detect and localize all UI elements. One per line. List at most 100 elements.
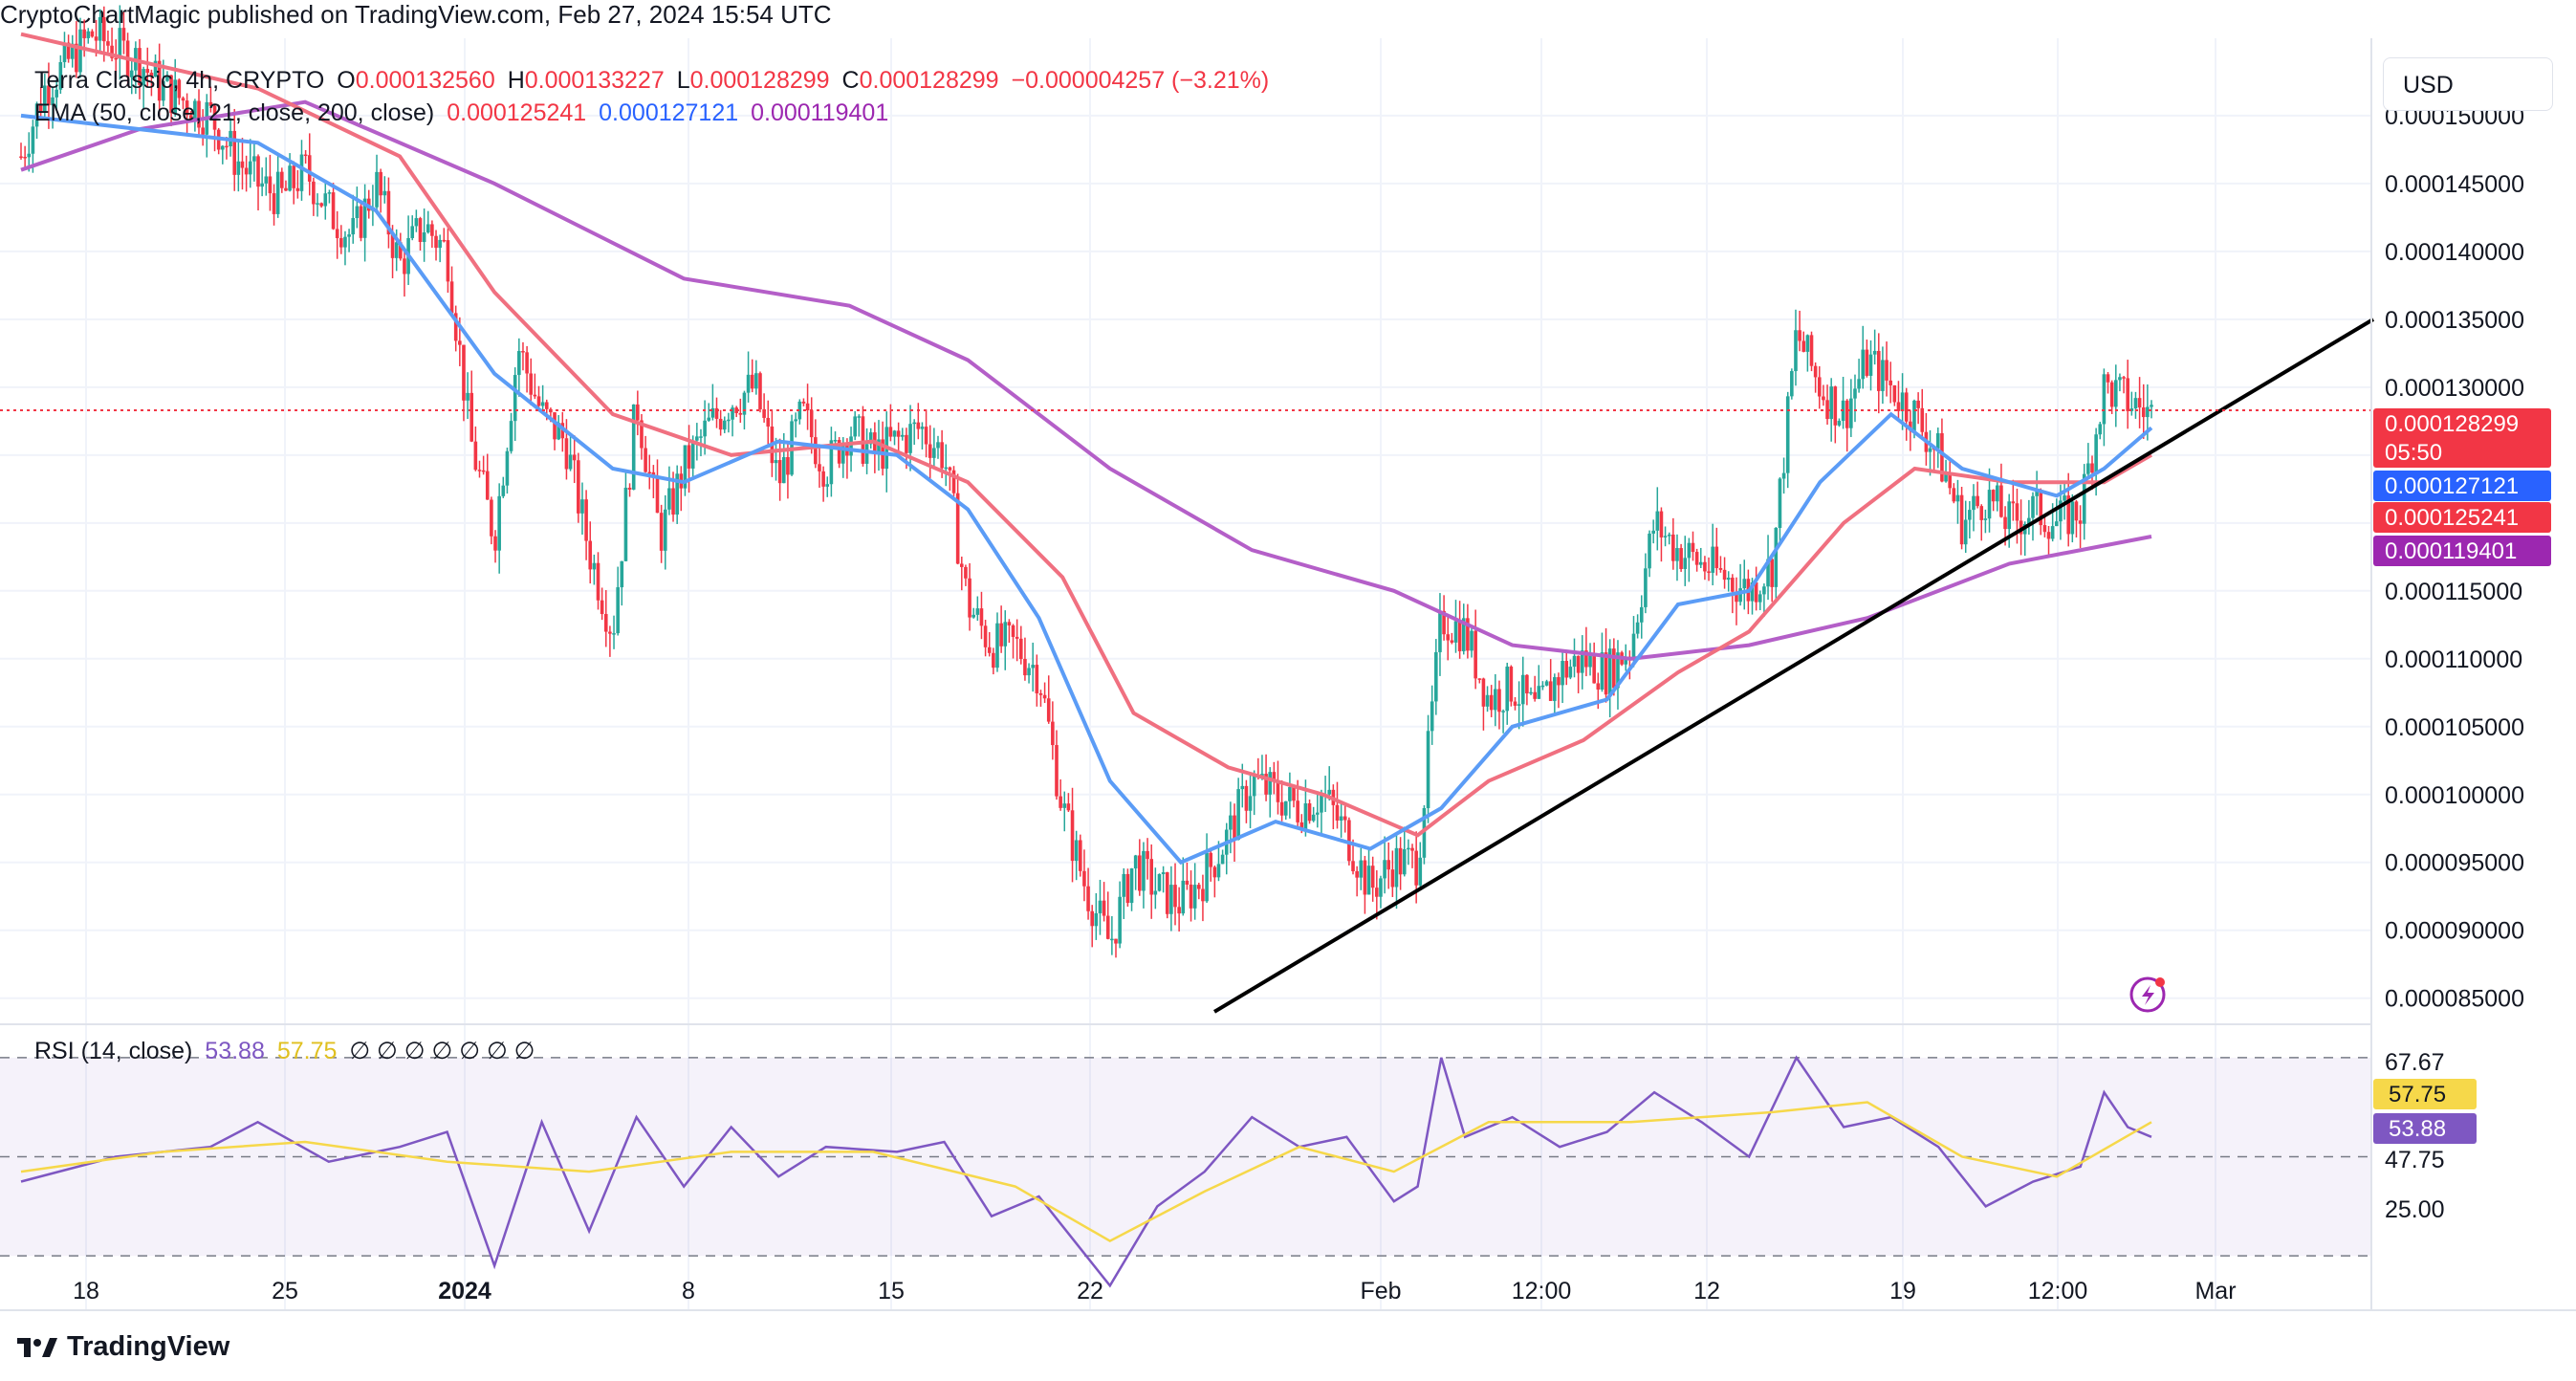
candle-body bbox=[2019, 520, 2023, 535]
candle-body bbox=[553, 412, 557, 440]
candle-body bbox=[1129, 868, 1134, 904]
candle-body bbox=[2090, 463, 2094, 473]
rsi-axis[interactable]: 67.67 47.75 25.00 bbox=[2385, 1049, 2445, 1223]
candle-body bbox=[1517, 704, 1521, 706]
candle-body bbox=[106, 41, 110, 46]
candle-body bbox=[1240, 785, 1245, 790]
candle-body bbox=[1118, 896, 1122, 944]
price-tick-label: 0.000110000 bbox=[2385, 647, 2522, 673]
candle-body bbox=[2150, 405, 2153, 407]
candle-body bbox=[1600, 652, 1605, 690]
candle-body bbox=[2050, 526, 2055, 539]
candle-body bbox=[466, 392, 469, 401]
candle-body bbox=[517, 351, 521, 376]
ema50-value: 0.000125241 bbox=[447, 99, 587, 126]
candle-body bbox=[485, 471, 490, 500]
candle-body bbox=[129, 70, 134, 77]
candle-body bbox=[1916, 400, 1920, 408]
candle-body bbox=[853, 416, 857, 437]
candle-body bbox=[979, 608, 984, 626]
candle-body bbox=[1995, 485, 1999, 502]
candle-body bbox=[908, 424, 912, 453]
lightning-icon[interactable] bbox=[2129, 976, 2166, 1013]
price-tick-label: 0.000135000 bbox=[2385, 307, 2524, 334]
candle-body bbox=[1185, 880, 1190, 885]
candle-body bbox=[964, 566, 968, 579]
candle-body bbox=[1805, 335, 1810, 352]
candle-body bbox=[1635, 622, 1640, 634]
candle-body bbox=[1900, 392, 1905, 411]
price-tick-label: 0.000090000 bbox=[2385, 918, 2524, 945]
candle-body bbox=[403, 258, 406, 274]
rsi-ma-value: 57.75 bbox=[276, 1038, 338, 1064]
time-axis[interactable]: 18 25 2024 8 15 22 Feb 12:00 12 19 12:00 Mar bbox=[73, 1278, 2236, 1304]
candle-body bbox=[1264, 774, 1268, 795]
candle-body bbox=[1189, 884, 1193, 909]
candle-body bbox=[1742, 579, 1747, 589]
candle-body bbox=[110, 45, 114, 58]
candle-body bbox=[121, 28, 126, 41]
candle-body bbox=[829, 440, 834, 485]
candle-body bbox=[1667, 534, 1671, 537]
candle-body bbox=[746, 374, 751, 393]
rsi-value: 53.88 bbox=[205, 1038, 265, 1064]
candle-body bbox=[623, 487, 628, 561]
candle-body bbox=[434, 235, 438, 249]
candle-body bbox=[1138, 855, 1142, 891]
candle-body bbox=[1829, 386, 1833, 420]
candle-body bbox=[1173, 885, 1177, 908]
candle-body bbox=[1564, 661, 1569, 678]
candle-body bbox=[1011, 625, 1015, 637]
candle-body bbox=[1631, 633, 1636, 658]
candle-body bbox=[288, 165, 292, 191]
candle-body bbox=[1268, 772, 1273, 795]
candle-body bbox=[1276, 780, 1280, 802]
candle-body bbox=[1149, 859, 1154, 895]
candle-body bbox=[312, 181, 316, 205]
candle-body bbox=[442, 239, 447, 242]
candle-body bbox=[1094, 912, 1099, 927]
candle-body bbox=[1347, 820, 1351, 862]
candle-body bbox=[699, 436, 703, 438]
candle-body bbox=[375, 171, 379, 208]
candle-body bbox=[1714, 546, 1719, 569]
trendline[interactable] bbox=[1212, 318, 2375, 1014]
candle-body bbox=[671, 488, 675, 515]
candle-body bbox=[1683, 558, 1688, 569]
candle-body bbox=[1248, 796, 1253, 811]
candle-body bbox=[1090, 910, 1095, 927]
candle-body bbox=[647, 471, 652, 474]
candle-body bbox=[987, 647, 992, 653]
candle-body bbox=[1722, 569, 1727, 581]
candle-body bbox=[446, 240, 450, 282]
candle-body bbox=[1520, 674, 1525, 705]
candle-body bbox=[362, 198, 367, 238]
candle-body bbox=[596, 562, 600, 601]
candle-body bbox=[1366, 866, 1371, 895]
tradingview-brand[interactable]: TradingView bbox=[17, 1331, 229, 1363]
candle-body bbox=[390, 234, 395, 258]
rsi-flags: 57.75 53.88 bbox=[2373, 1079, 2477, 1144]
candle-body bbox=[1568, 667, 1573, 678]
brand-text: TradingView bbox=[67, 1331, 230, 1362]
candle-body bbox=[797, 401, 802, 420]
candle-body bbox=[188, 115, 193, 122]
candle-body bbox=[145, 69, 150, 74]
candle-body bbox=[1418, 857, 1423, 886]
candle-body bbox=[284, 187, 288, 191]
candle-body bbox=[1125, 873, 1130, 904]
candle-body bbox=[912, 422, 916, 425]
candle-body bbox=[1849, 398, 1853, 428]
candle-body bbox=[355, 206, 360, 218]
candle-body bbox=[1082, 870, 1086, 887]
candle-body bbox=[2082, 473, 2086, 524]
candle-body bbox=[2074, 501, 2079, 521]
currency-button[interactable]: USD bbox=[2383, 57, 2553, 111]
candle-body bbox=[1588, 653, 1592, 668]
candle-body bbox=[758, 373, 762, 410]
price-flag bbox=[2373, 408, 2551, 468]
candle-body bbox=[2126, 378, 2129, 411]
candle-body bbox=[1102, 900, 1106, 916]
candle-body bbox=[1442, 610, 1446, 635]
